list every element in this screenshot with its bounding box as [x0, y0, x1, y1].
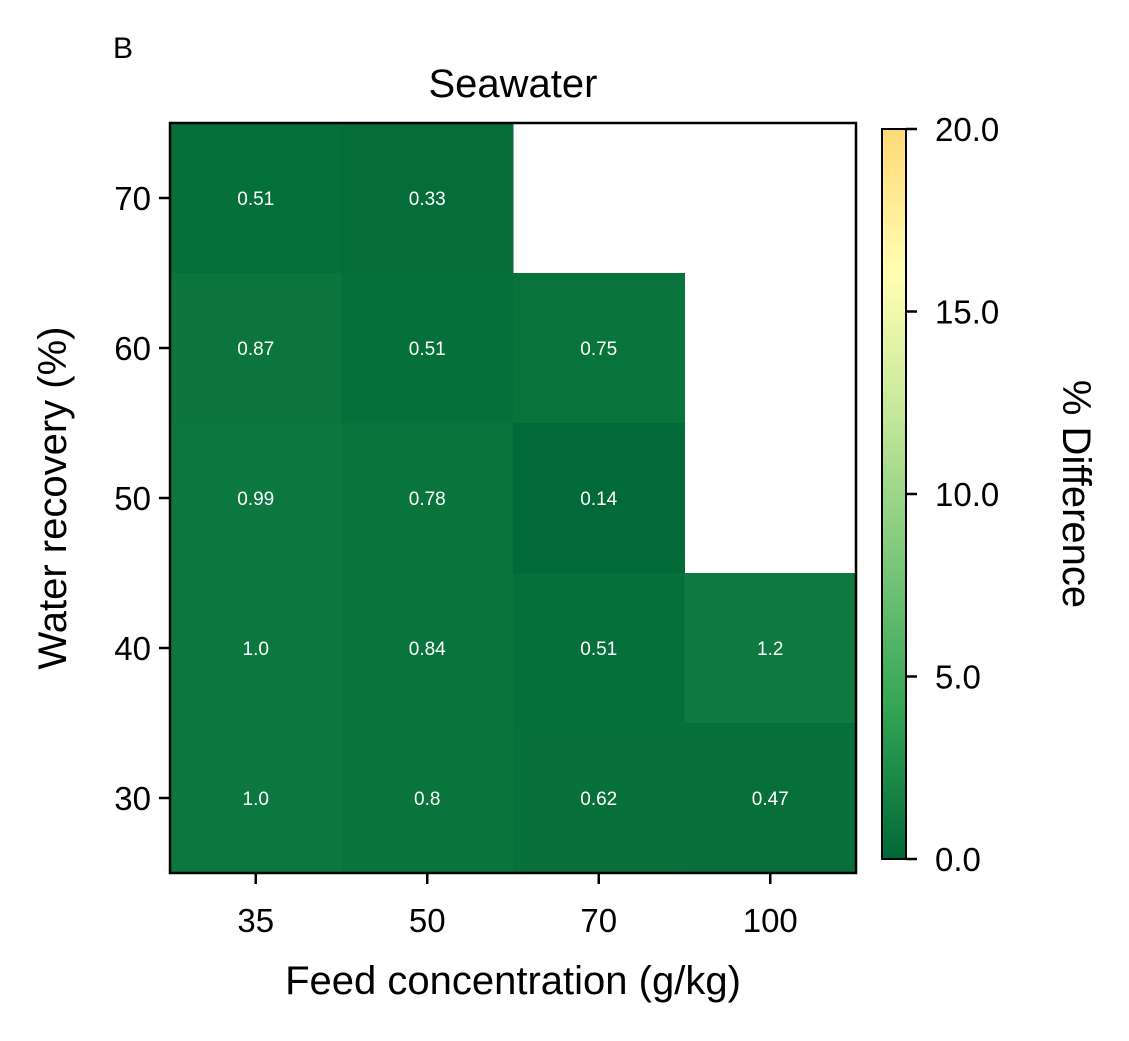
heatmap-cell — [513, 573, 685, 724]
heatmap-cell — [341, 723, 514, 874]
cell-value-label: 1.0 — [243, 789, 269, 810]
cell-value-label: 0.62 — [580, 789, 617, 810]
heatmap-cell — [513, 423, 685, 574]
cell-value-label: 0.51 — [409, 339, 446, 360]
x-tick-label: 70 — [580, 902, 617, 939]
heatmap-cell — [513, 273, 685, 424]
heatmap-cell — [513, 723, 685, 874]
cell-value-label: 0.99 — [237, 489, 274, 510]
colorbar-tick-label: 10.0 — [935, 476, 999, 513]
colorbar-ticks: 0.0 5.0 10.0 15.0 20.0 — [906, 111, 999, 878]
y-tick-label: 30 — [114, 780, 151, 817]
cell-value-label: 0.14 — [580, 489, 617, 510]
colorbar-tick-label: 20.0 — [935, 111, 999, 148]
y-tick-label: 60 — [114, 330, 151, 367]
heatmap-cell — [341, 573, 514, 724]
cell-value-label: 1.2 — [757, 639, 783, 660]
colorbar-tick-label: 0.0 — [935, 841, 981, 878]
cell-value-label: 0.51 — [580, 639, 617, 660]
y-tick-label: 50 — [114, 480, 151, 517]
colorbar-tick-label: 15.0 — [935, 294, 999, 331]
cell-value-label: 0.33 — [409, 189, 446, 210]
cell-value-label: 0.47 — [752, 789, 789, 810]
cell-value-label: 0.84 — [409, 639, 446, 660]
heatmap-cell — [684, 723, 857, 874]
colorbar — [881, 128, 907, 860]
heatmap-cell — [170, 573, 342, 724]
panel-label: B — [113, 32, 133, 65]
heatmap-cell — [684, 573, 857, 724]
x-axis-title: Feed concentration (g/kg) — [285, 959, 741, 1003]
cell-value-label: 0.75 — [580, 339, 617, 360]
heatmap-cell-labels: 0.51 0.33 0.87 0.51 0.75 0.99 0.78 0.14 1.0 0.84 0… — [237, 189, 788, 810]
x-tick-label: 100 — [743, 902, 798, 939]
heatmap-cells — [170, 123, 857, 874]
colorbar-title: % Difference — [1054, 380, 1098, 608]
y-tick-label: 70 — [114, 180, 151, 217]
cell-value-label: 1.0 — [243, 639, 269, 660]
heatmap-cell — [170, 273, 342, 424]
heatmap-cell — [341, 273, 514, 424]
x-axis-ticks: 35 50 70 100 — [237, 873, 798, 939]
heatmap-cell — [170, 423, 342, 574]
colorbar-tick-label: 5.0 — [935, 659, 981, 696]
heatmap-cell — [170, 123, 342, 274]
cell-value-label: 0.51 — [237, 189, 274, 210]
heatmap-cell — [341, 423, 514, 574]
x-tick-label: 35 — [237, 902, 274, 939]
x-tick-label: 50 — [409, 902, 446, 939]
chart-title: Seawater — [429, 62, 598, 106]
cell-value-label: 0.87 — [237, 339, 274, 360]
y-tick-label: 40 — [114, 630, 151, 667]
heatmap-cell — [341, 123, 514, 274]
cell-value-label: 0.8 — [414, 789, 440, 810]
heatmap-cell — [170, 723, 342, 874]
y-axis-ticks: 70 60 50 40 30 — [114, 180, 170, 817]
cell-value-label: 0.78 — [409, 489, 446, 510]
y-axis-title: Water recovery (%) — [31, 326, 75, 669]
